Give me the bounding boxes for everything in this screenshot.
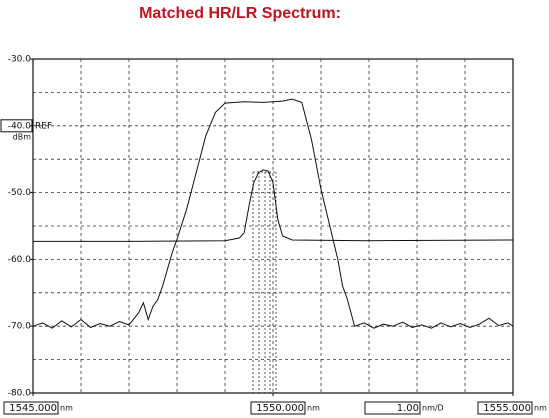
x-unit: nm <box>307 404 320 413</box>
x-label-box <box>250 401 306 415</box>
scale-label: 1.00 <box>397 403 419 414</box>
scale-unit: nm/D <box>422 404 444 413</box>
x-tick-label: 1550.000 <box>256 403 304 414</box>
y-tick-label: -30.0 <box>8 55 32 65</box>
y-unit: dBm <box>13 132 32 141</box>
x-label-box <box>477 401 533 415</box>
chart-title: Matched HR/LR Spectrum: <box>139 5 341 22</box>
markers <box>252 171 277 393</box>
y-tick-label: -40.0 <box>8 121 32 131</box>
x-unit: nm <box>534 404 547 413</box>
ref-box <box>0 119 33 133</box>
y-tick-label: -60.0 <box>8 255 32 265</box>
scale-box <box>364 401 421 415</box>
spectrum-line <box>32 98 514 329</box>
y-tick-label: -50.0 <box>8 188 32 198</box>
y-tick-label: -80.0 <box>8 389 32 399</box>
ref-label: REF <box>35 121 52 131</box>
y-tick-label: -70.0 <box>8 322 32 332</box>
x-tick-label: 1555.000 <box>483 403 531 414</box>
spectrum-line <box>33 169 514 242</box>
x-tick-label: 1545.000 <box>9 403 57 414</box>
x-unit: nm <box>60 404 73 413</box>
x-label-box <box>3 401 59 415</box>
